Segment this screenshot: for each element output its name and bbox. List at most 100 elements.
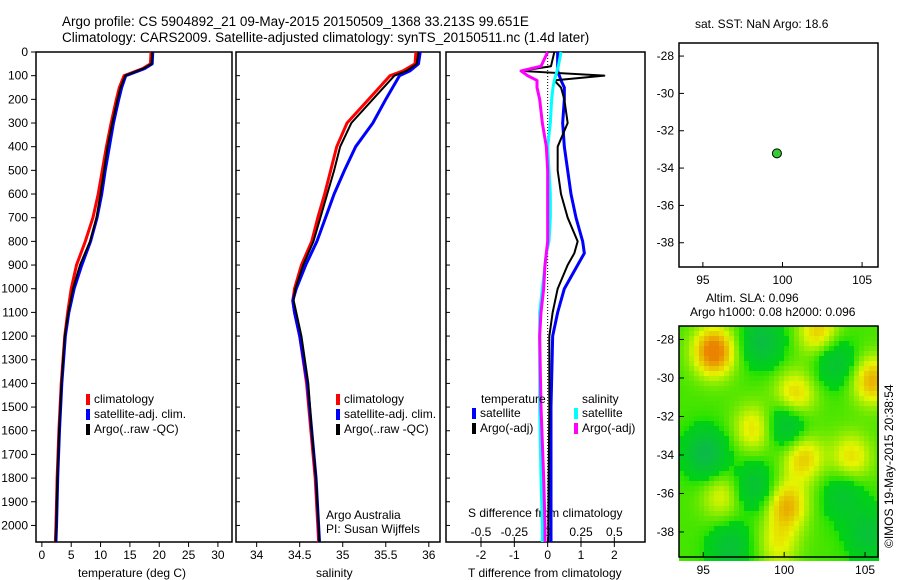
sla-cell	[734, 341, 739, 346]
sla-cell	[814, 381, 819, 386]
sla-cell	[729, 451, 734, 456]
sla-cell	[779, 431, 784, 436]
sla-cell	[729, 401, 734, 406]
sla-cell	[724, 391, 729, 396]
sla-cell	[754, 351, 759, 356]
sla-cell	[814, 546, 819, 551]
sla-cell	[679, 376, 684, 381]
sla-cell	[749, 411, 754, 416]
sla-cell	[839, 456, 844, 461]
sla-cell	[794, 431, 799, 436]
sla-cell	[719, 536, 724, 541]
sla-cell	[874, 466, 879, 471]
sla-cell	[714, 331, 719, 336]
sla-cell	[874, 556, 879, 561]
sla-cell	[719, 391, 724, 396]
sla-cell	[849, 436, 854, 441]
sla-cell	[729, 496, 734, 501]
sla-cell	[729, 501, 734, 506]
sla-cell	[869, 446, 874, 451]
sla-cell	[719, 416, 724, 421]
sla-cell	[679, 351, 684, 356]
sla-cell	[724, 536, 729, 541]
sla-cell	[734, 431, 739, 436]
sla-cell	[729, 406, 734, 411]
sla-cell	[689, 546, 694, 551]
sla-cell	[824, 536, 829, 541]
sla-cell	[754, 416, 759, 421]
sla-cell	[739, 336, 744, 341]
sal-x-label: 36	[422, 548, 436, 562]
sla-cell	[779, 416, 784, 421]
sla-cell	[784, 376, 789, 381]
sla-cell	[694, 471, 699, 476]
sla-cell	[699, 526, 704, 531]
sla-cell	[699, 456, 704, 461]
sla-cell	[784, 371, 789, 376]
sla-cell	[824, 496, 829, 501]
sla-cell	[779, 401, 784, 406]
sla-cell	[679, 556, 684, 561]
sla-cell	[774, 496, 779, 501]
sla-cell	[829, 421, 834, 426]
sla-cell	[764, 391, 769, 396]
sla-x-label: 100	[774, 563, 794, 577]
sla-cell	[719, 506, 724, 511]
sla-cell	[839, 446, 844, 451]
sla-cell	[714, 536, 719, 541]
sla-cell	[759, 441, 764, 446]
sla-cell	[689, 501, 694, 506]
sla-cell	[829, 431, 834, 436]
sla-cell	[739, 526, 744, 531]
sla-cell	[684, 501, 689, 506]
sla-cell	[799, 346, 804, 351]
sla-cell	[784, 411, 789, 416]
sla-cell	[794, 511, 799, 516]
sla-cell	[689, 336, 694, 341]
sla-cell	[834, 451, 839, 456]
sla-cell	[839, 506, 844, 511]
sla-cell	[844, 341, 849, 346]
sla-cell	[804, 446, 809, 451]
sla-cell	[774, 421, 779, 426]
sla-cell	[799, 486, 804, 491]
sla-cell	[734, 501, 739, 506]
sla-cell	[834, 391, 839, 396]
sla-cell	[774, 521, 779, 526]
sla-cell	[724, 556, 729, 561]
sla-cell	[869, 481, 874, 486]
sla-cell	[799, 421, 804, 426]
sla-cell	[814, 496, 819, 501]
sla-cell	[749, 391, 754, 396]
sla-cell	[874, 461, 879, 466]
sla-cell	[799, 491, 804, 496]
sla-cell	[834, 381, 839, 386]
sla-cell	[734, 526, 739, 531]
tdiff-x-label: -1	[509, 548, 520, 562]
sla-cell	[834, 491, 839, 496]
sla-cell	[744, 461, 749, 466]
sla-cell	[719, 406, 724, 411]
sla-cell	[684, 356, 689, 361]
sla-cell	[694, 396, 699, 401]
sla-cell	[804, 451, 809, 456]
sla-cell	[754, 426, 759, 431]
sla-cell	[849, 446, 854, 451]
sla-cell	[794, 501, 799, 506]
sla-cell	[789, 456, 794, 461]
sla-cell	[779, 491, 784, 496]
sla-cell	[679, 451, 684, 456]
sla-cell	[834, 536, 839, 541]
sla-cell	[754, 326, 759, 331]
sla-cell	[784, 441, 789, 446]
sla-cell	[704, 541, 709, 546]
sla-cell	[679, 426, 684, 431]
sla-cell	[824, 351, 829, 356]
sla-cell	[769, 521, 774, 526]
sla-cell	[714, 371, 719, 376]
sla-cell	[854, 341, 859, 346]
sla-cell	[744, 386, 749, 391]
sla-cell	[754, 331, 759, 336]
sla-cell	[854, 486, 859, 491]
sla-cell	[789, 531, 794, 536]
